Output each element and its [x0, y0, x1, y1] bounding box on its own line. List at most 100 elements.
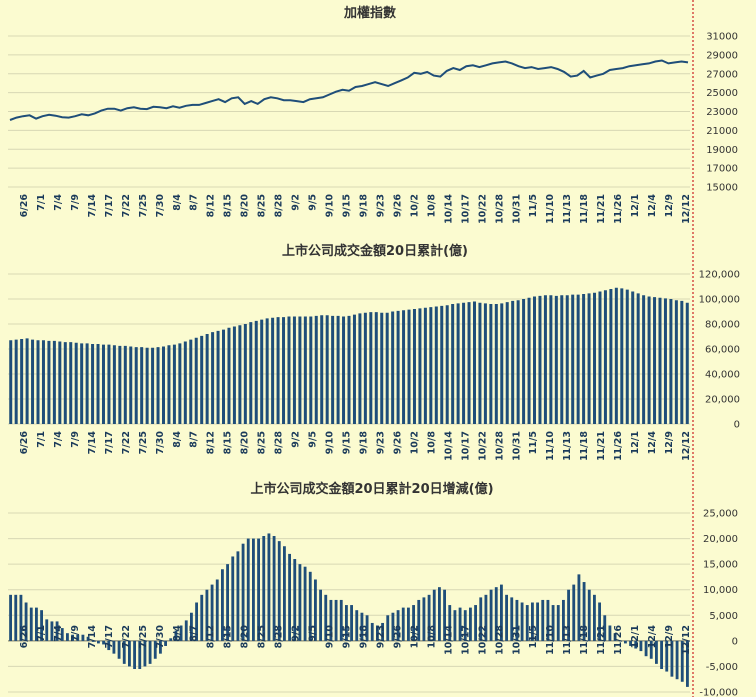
- bar: [19, 594, 23, 641]
- bar: [183, 341, 187, 424]
- x-tick-label: 11/10: [545, 625, 556, 655]
- y-axis: 31000 29000 27000 25000 23000 21000 19000 17000…: [706, 32, 738, 194]
- bar: [236, 551, 240, 641]
- bar: [226, 564, 229, 641]
- x-tick-label: 11/26: [613, 431, 624, 461]
- y-tick-label: 21000: [706, 126, 738, 137]
- bar: [412, 309, 416, 424]
- bar: [66, 633, 69, 641]
- bar: [227, 327, 231, 424]
- bar: [159, 640, 162, 654]
- bar: [614, 287, 618, 424]
- bar: [167, 345, 171, 424]
- bar: [195, 602, 198, 641]
- x-tick-label: 11/21: [596, 194, 607, 224]
- bar: [546, 599, 550, 641]
- bar: [86, 636, 90, 641]
- x-tick-label: 9/18: [358, 625, 369, 649]
- bar: [525, 605, 529, 641]
- bar: [451, 304, 455, 424]
- bar: [636, 293, 640, 425]
- bar: [55, 621, 59, 641]
- bar: [453, 610, 457, 641]
- x-tick-label: 7/22: [121, 625, 132, 648]
- bar: [292, 316, 296, 424]
- bar: [257, 538, 260, 641]
- x-tick-label: 10/31: [511, 625, 522, 655]
- x-tick-label: 8/20: [240, 625, 251, 649]
- x-tick-label: 6/26: [19, 625, 30, 649]
- bar: [200, 335, 204, 425]
- x-axis: 6/26 7/1 7/4 7/9 7/14 7/17 7/22 7/25 7/30 8/4 8/7 8…: [19, 625, 692, 655]
- bar: [665, 640, 669, 672]
- bar: [443, 589, 446, 641]
- bar: [511, 300, 515, 425]
- x-tick-label: 9/2: [291, 431, 302, 448]
- x-tick-label: 8/28: [274, 194, 285, 218]
- x-tick-label: 11/18: [579, 431, 590, 461]
- bar: [205, 334, 209, 424]
- bar: [670, 640, 674, 677]
- bar: [123, 345, 127, 425]
- x-tick-label: 12/1: [630, 431, 641, 454]
- x-tick-label: 9/26: [392, 194, 403, 218]
- y-tick-label: 10,000: [703, 585, 738, 596]
- bar: [339, 599, 343, 641]
- bar: [500, 303, 504, 425]
- x-tick-label: 8/7: [189, 625, 200, 642]
- y-tick-label: 20,000: [705, 395, 740, 406]
- x-tick-label: 8/28: [274, 625, 285, 649]
- bar: [210, 584, 214, 641]
- bar: [554, 295, 558, 425]
- bar: [97, 640, 100, 644]
- x-axis: 6/26 7/1 7/4 7/9 7/14 7/17 7/22 7/25 7/30 8/4 8/7 8…: [19, 431, 692, 461]
- bar: [156, 347, 160, 425]
- chart-title: 加權指數: [343, 5, 396, 21]
- x-tick-label: 9/26: [392, 625, 403, 649]
- x-tick-label: 10/31: [511, 431, 522, 461]
- y-tick-label: 40,000: [705, 370, 740, 381]
- bar: [396, 610, 400, 641]
- x-tick-label: 9/10: [325, 625, 336, 649]
- bar: [369, 312, 373, 425]
- x-tick-label: 7/4: [53, 194, 64, 211]
- bar: [243, 324, 247, 424]
- bar: [215, 579, 219, 641]
- x-tick-label: 11/18: [579, 194, 590, 224]
- x-tick-label: 8/4: [172, 625, 183, 642]
- x-tick-label: 7/30: [155, 194, 166, 218]
- x-tick-label: 7/14: [87, 625, 98, 649]
- bar: [96, 344, 100, 424]
- bar: [184, 620, 188, 641]
- bar: [505, 594, 508, 641]
- bar: [331, 315, 335, 425]
- bar: [407, 607, 410, 641]
- bar: [249, 322, 253, 425]
- bar: [484, 594, 488, 641]
- x-tick-label: 10/22: [477, 431, 488, 461]
- bar: [467, 302, 471, 425]
- bar: [376, 625, 379, 641]
- x-tick-label: 7/9: [70, 194, 81, 211]
- bar: [463, 610, 467, 641]
- bar: [190, 612, 193, 641]
- bar: [401, 607, 405, 641]
- bar: [560, 295, 564, 424]
- bar: [608, 625, 612, 641]
- bar: [231, 556, 235, 641]
- bar: [314, 315, 318, 425]
- x-tick-label: 11/10: [545, 194, 556, 224]
- bar: [649, 640, 653, 659]
- bar: [76, 634, 80, 641]
- bar: [417, 599, 421, 641]
- bar: [483, 303, 487, 425]
- bar: [112, 640, 116, 654]
- bar: [325, 315, 329, 424]
- bar: [407, 309, 411, 425]
- gridlines: [8, 35, 690, 188]
- bar: [391, 311, 395, 424]
- bar: [587, 589, 591, 641]
- bar: [438, 587, 441, 641]
- bar: [145, 347, 149, 424]
- x-tick-label: 8/15: [223, 625, 234, 648]
